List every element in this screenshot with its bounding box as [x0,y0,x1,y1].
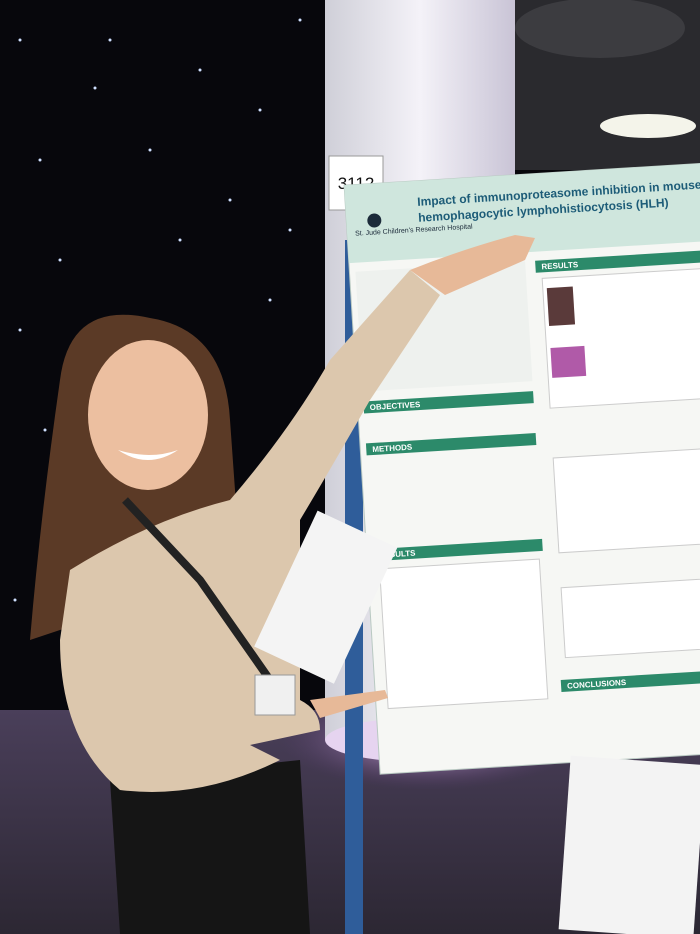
poster-header [344,163,700,264]
histology-image [550,345,587,378]
section-bar [372,538,543,562]
person [30,235,535,934]
face [88,340,208,490]
logo-icon [367,213,382,228]
badge [254,674,296,716]
figure-panel [560,577,700,659]
handout-held [254,510,398,684]
handout [558,755,700,934]
section-bar [365,433,537,456]
sweater [60,270,440,792]
section-bar [560,669,700,692]
pants [110,760,310,934]
section-heading: RESULTS [541,260,579,271]
ceiling-vent [515,0,685,58]
section-heading: OBJECTIVES [369,400,421,412]
raised-arm [410,235,535,295]
section-heading: RESULTS [379,549,417,560]
figure-panel [379,558,549,710]
smile [118,450,178,460]
ceiling-light [600,114,696,138]
poster: St. Jude Children's Research Hospital Im… [343,162,700,775]
section-bar [363,391,534,414]
curtain-lights [13,18,302,602]
section-heading: METHODS [372,443,413,454]
spleen-image [546,286,576,327]
lanyard [122,497,274,683]
section-bar [535,250,700,273]
pointing-hand [310,690,388,718]
figure-panel [552,447,700,554]
section-heading: CONCLUSIONS [567,678,627,691]
